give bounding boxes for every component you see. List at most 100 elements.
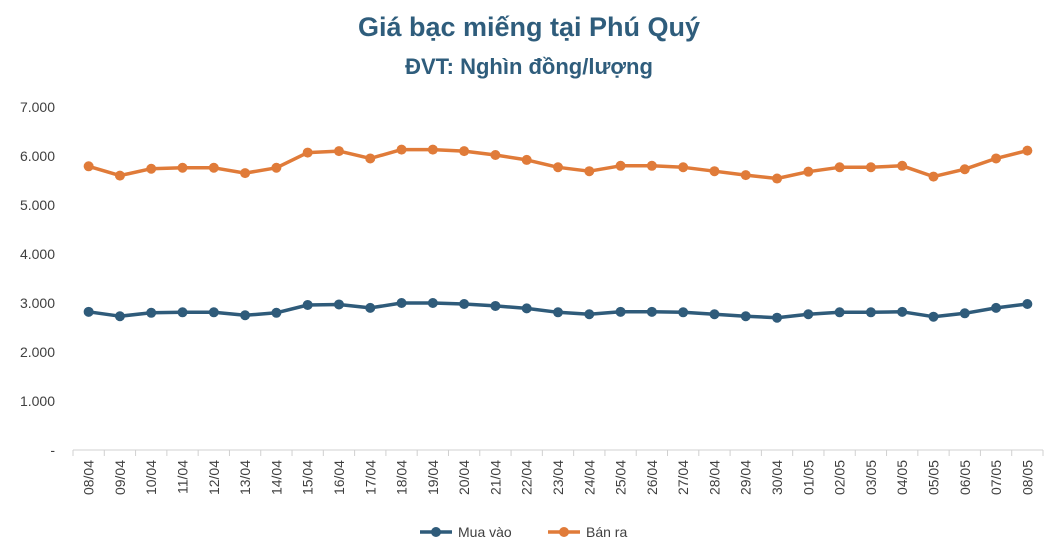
data-point [709,309,720,320]
chart-title: Giá bạc miếng tại Phú Quý [357,12,701,42]
y-tick-label: - [50,442,55,458]
y-tick-label: 3.000 [20,295,55,311]
data-point [333,146,344,157]
data-point [83,306,94,317]
x-tick-label: 12/04 [206,460,222,495]
data-point [208,162,219,173]
data-point [740,170,751,181]
x-tick-label: 09/04 [112,460,128,495]
data-point [646,160,657,171]
x-tick-label: 02/05 [832,460,848,495]
data-point [991,153,1002,164]
x-tick-label: 30/04 [769,460,785,495]
x-tick-label: 03/05 [863,460,879,495]
data-point [396,298,407,308]
data-point [553,162,563,173]
x-tick-label: 15/04 [300,460,316,495]
data-point [897,160,908,171]
data-point [114,311,125,322]
data-point [772,173,783,184]
x-tick-label: 10/04 [143,460,159,495]
data-point [146,163,157,174]
data-point [240,168,251,179]
data-point [553,307,563,318]
data-point [678,307,689,318]
x-tick-label: 08/04 [81,460,97,495]
data-point [271,162,282,173]
x-tick-label: 27/04 [675,460,691,495]
data-point [208,307,219,318]
data-point [427,144,438,155]
x-tick-label: 21/04 [487,460,503,495]
x-tick-label: 06/05 [957,460,973,495]
data-point [333,299,344,310]
data-point [146,307,157,318]
data-point [427,298,438,308]
data-point [302,147,313,158]
data-point [584,309,595,320]
data-point [365,153,376,164]
data-point [271,307,282,318]
x-tick-label: 08/05 [1019,460,1035,495]
data-point [646,306,657,317]
data-point [897,306,908,317]
data-point [114,170,125,181]
data-point [365,302,376,313]
x-tick-label: 01/05 [800,460,816,495]
x-tick-label: 16/04 [331,460,347,495]
x-tick-label: 28/04 [706,460,722,495]
data-point [928,171,939,182]
x-tick-label: 11/04 [175,460,191,494]
data-point [803,309,814,320]
y-tick-label: 4.000 [20,246,55,262]
data-point [740,311,751,322]
y-tick-label: 6.000 [20,148,55,164]
x-tick-label: 18/04 [394,460,410,495]
x-tick-label: 26/04 [644,460,660,495]
legend-label: Mua vào [458,524,512,540]
data-point [459,146,470,157]
data-point [928,311,939,322]
data-point [521,303,532,314]
data-point [177,162,188,173]
data-point [615,306,626,317]
data-point [1022,298,1033,309]
data-point [584,166,595,177]
data-point [834,162,845,173]
data-point [302,299,313,310]
data-point [240,310,251,321]
x-tick-label: 22/04 [519,460,535,495]
x-tick-label: 25/04 [613,460,629,495]
y-tick-label: 1.000 [20,393,55,409]
x-tick-label: 24/04 [581,460,597,495]
data-point [1022,145,1033,156]
data-point [177,307,188,318]
data-point [459,298,470,309]
x-tick-label: 05/05 [925,460,941,495]
data-point [678,162,689,173]
data-point [709,166,720,177]
data-point [396,144,407,155]
data-point [959,308,970,319]
x-tick-label: 07/05 [988,460,1004,495]
data-point [490,150,501,161]
data-point [959,164,970,175]
data-point [803,166,814,177]
legend-label: Bán ra [586,524,627,540]
data-point [772,312,783,323]
x-tick-label: 13/04 [237,460,253,495]
y-tick-label: 7.000 [20,99,55,115]
legend-marker [431,527,441,537]
x-tick-label: 29/04 [738,460,754,495]
y-tick-label: 2.000 [20,344,55,360]
data-point [490,300,501,311]
x-tick-label: 23/04 [550,460,566,495]
data-point [83,161,94,172]
y-tick-label: 5.000 [20,197,55,213]
x-tick-label: 17/04 [362,460,378,495]
x-tick-label: 14/04 [268,460,284,495]
chart-subtitle: ĐVT: Nghìn đồng/lượng [405,54,653,79]
data-point [865,162,876,173]
legend-marker [559,527,569,537]
